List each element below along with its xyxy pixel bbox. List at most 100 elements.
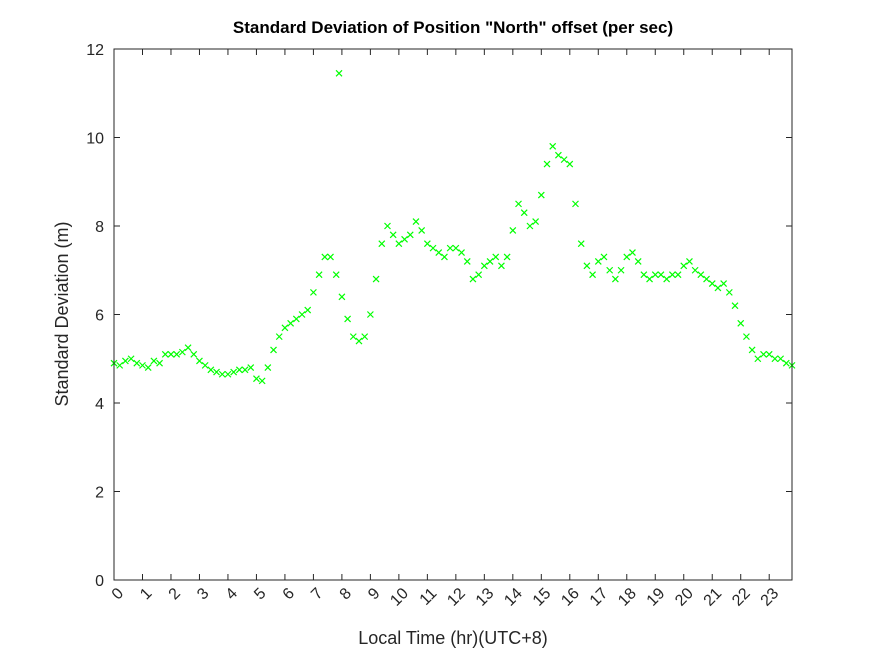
marker-stroke — [196, 357, 203, 365]
data-point — [423, 240, 431, 248]
data-point — [395, 240, 403, 248]
data-point — [338, 293, 346, 301]
data-point — [218, 370, 226, 378]
data-point — [486, 257, 494, 265]
marker-stroke — [241, 366, 249, 374]
data-point — [480, 262, 488, 270]
data-point — [190, 350, 198, 358]
marker-stroke — [725, 288, 733, 296]
data-point — [634, 257, 642, 265]
data-point — [549, 142, 557, 150]
marker-stroke — [634, 257, 642, 265]
data-point — [344, 315, 352, 323]
data-point — [116, 361, 124, 369]
y-tick-label: 2 — [95, 485, 104, 502]
marker-stroke — [321, 253, 329, 261]
data-point — [167, 350, 175, 358]
data-point — [594, 257, 602, 265]
data-point — [298, 311, 306, 318]
marker-stroke — [173, 350, 181, 358]
data-point — [560, 156, 568, 164]
marker-stroke — [178, 348, 186, 356]
marker-stroke — [617, 266, 625, 274]
data-point — [275, 333, 283, 341]
marker-stroke — [589, 271, 597, 279]
marker-stroke — [441, 253, 448, 261]
data-point — [651, 271, 659, 279]
marker-stroke — [429, 244, 437, 252]
data-point — [537, 191, 545, 199]
marker-stroke — [668, 271, 676, 279]
marker-stroke — [663, 275, 671, 283]
data-point — [771, 355, 779, 363]
marker-stroke — [731, 302, 739, 310]
marker-stroke — [566, 160, 574, 168]
data-point — [583, 262, 591, 270]
data-point — [270, 346, 277, 354]
data-point — [686, 257, 693, 265]
data-point — [765, 350, 773, 358]
marker-stroke — [748, 346, 756, 354]
y-tick-label: 10 — [86, 131, 104, 148]
marker-stroke — [156, 359, 164, 367]
data-point — [452, 244, 460, 252]
data-point — [731, 302, 739, 310]
data-point — [503, 253, 511, 261]
data-point — [161, 350, 169, 358]
marker-stroke — [144, 364, 152, 372]
marker-stroke — [486, 257, 494, 265]
marker-stroke — [275, 333, 283, 341]
data-point — [213, 368, 220, 376]
data-point — [737, 319, 745, 327]
marker-stroke — [349, 333, 357, 341]
marker-stroke — [674, 271, 682, 279]
marker-stroke — [526, 222, 534, 230]
marker-stroke — [452, 244, 460, 252]
data-point — [777, 355, 785, 363]
marker-stroke — [401, 235, 408, 243]
marker-stroke — [406, 231, 414, 239]
marker-stroke — [190, 350, 198, 358]
data-point — [703, 275, 710, 283]
x-axis-label: Local Time (hr)(UTC+8) — [358, 628, 548, 648]
marker-stroke — [765, 350, 773, 358]
data-point — [264, 364, 272, 372]
data-point — [133, 359, 141, 367]
data-point — [401, 235, 408, 243]
data-point — [127, 355, 135, 363]
data-point — [309, 288, 317, 296]
data-point — [606, 266, 614, 274]
marker-stroke — [657, 271, 665, 279]
marker-stroke — [116, 361, 124, 369]
data-point — [600, 253, 608, 261]
marker-stroke — [224, 370, 232, 378]
data-point — [292, 315, 300, 323]
marker-stroke — [742, 333, 750, 341]
data-point — [463, 257, 471, 265]
marker-stroke — [412, 218, 420, 225]
data-point — [691, 266, 699, 274]
data-point — [754, 355, 762, 363]
data-point — [258, 377, 266, 385]
marker-stroke — [543, 160, 551, 168]
y-tick-label: 12 — [86, 42, 104, 59]
marker-stroke — [760, 350, 767, 358]
marker-stroke — [492, 253, 500, 261]
marker-stroke — [372, 275, 380, 283]
marker-stroke — [549, 142, 557, 150]
marker-stroke — [509, 227, 517, 234]
marker-stroke — [611, 275, 619, 283]
marker-stroke — [133, 359, 141, 367]
marker-stroke — [646, 275, 653, 283]
data-point — [349, 333, 357, 341]
data-point — [412, 218, 420, 225]
data-point — [335, 69, 343, 77]
data-point — [121, 357, 129, 365]
data-point — [224, 370, 232, 378]
marker-stroke — [640, 271, 648, 279]
marker-stroke — [201, 361, 209, 369]
marker-stroke — [287, 319, 295, 327]
data-point — [577, 240, 585, 248]
data-point — [526, 222, 534, 230]
